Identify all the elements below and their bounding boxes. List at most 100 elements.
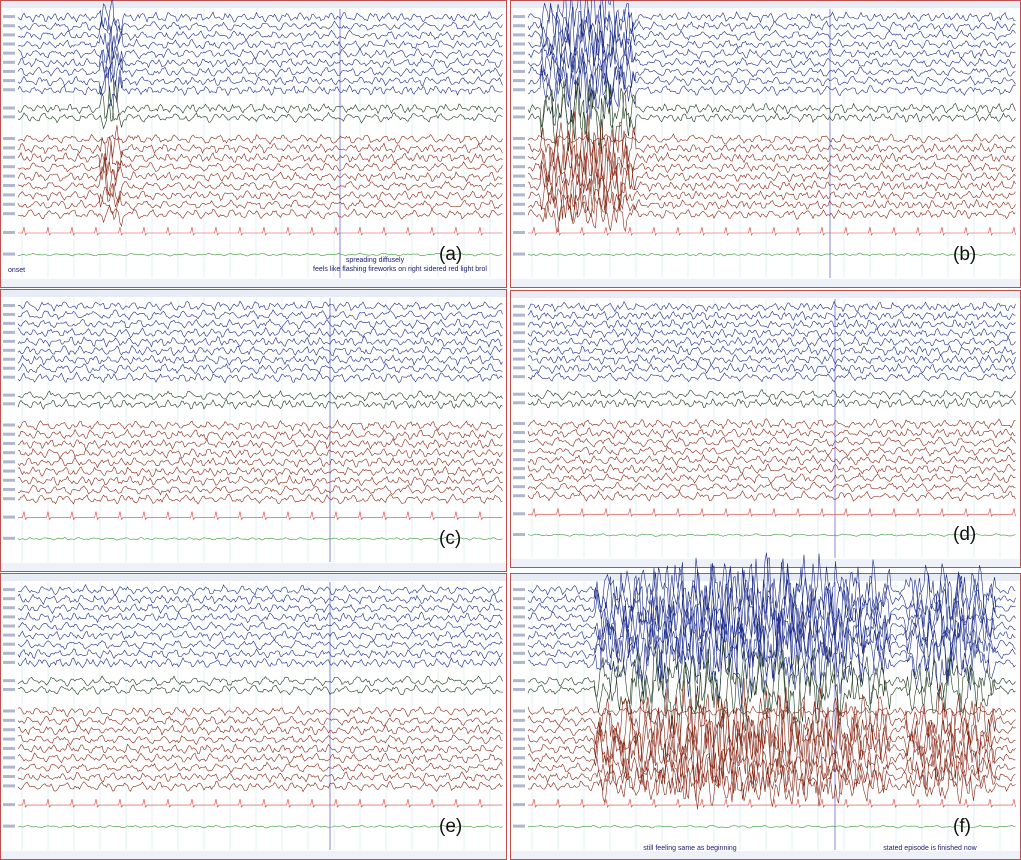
channel-label bbox=[513, 784, 525, 788]
channel-label bbox=[513, 660, 525, 664]
eeg-trace bbox=[527, 77, 1016, 155]
channel-label bbox=[3, 69, 15, 73]
eeg-trace bbox=[17, 466, 503, 478]
channel-label bbox=[513, 422, 525, 425]
channel-label bbox=[513, 33, 525, 37]
eeg-trace bbox=[17, 193, 503, 221]
eeg-trace bbox=[17, 309, 503, 321]
channel-label bbox=[513, 633, 525, 637]
channel-label bbox=[513, 42, 525, 46]
channel-label bbox=[3, 202, 15, 206]
eeg-trace bbox=[17, 344, 503, 357]
channel-label bbox=[3, 824, 15, 828]
channel-label bbox=[3, 393, 15, 397]
panel-frame bbox=[510, 290, 1021, 568]
channel-label bbox=[513, 51, 525, 55]
channel-label bbox=[513, 24, 525, 28]
channel-label bbox=[3, 737, 15, 741]
channel-label bbox=[3, 718, 15, 722]
channel-label bbox=[3, 339, 15, 343]
channel-label bbox=[3, 303, 15, 307]
eeg-trace bbox=[17, 630, 503, 642]
eeg-trace bbox=[527, 579, 1016, 658]
eeg-trace bbox=[527, 300, 1016, 313]
channel-label bbox=[3, 42, 15, 46]
channel-label bbox=[3, 165, 15, 169]
channel-label bbox=[513, 606, 525, 610]
channel-label bbox=[513, 624, 525, 628]
eeg-trace bbox=[17, 584, 503, 596]
eeg-trace bbox=[17, 152, 503, 187]
eeg-trace bbox=[527, 0, 1016, 57]
toolbar bbox=[1, 1, 506, 8]
channel-label bbox=[513, 756, 525, 760]
eeg-trace bbox=[17, 300, 503, 312]
toolbar bbox=[1, 574, 506, 581]
eeg-trace bbox=[17, 353, 503, 366]
toolbar bbox=[511, 291, 1020, 298]
channel-label bbox=[3, 79, 15, 83]
eeg-trace bbox=[17, 80, 503, 122]
channel-label bbox=[513, 440, 525, 444]
channel-label bbox=[3, 312, 15, 316]
ecg-trace bbox=[18, 511, 503, 521]
channel-label bbox=[513, 476, 525, 480]
channel-label bbox=[3, 487, 15, 491]
panel-frame bbox=[0, 0, 507, 288]
eeg-trace bbox=[17, 438, 503, 450]
channel-label bbox=[513, 494, 525, 498]
channel-label bbox=[513, 193, 525, 197]
channel-label bbox=[3, 746, 15, 750]
eeg-trace bbox=[527, 318, 1016, 331]
channel-label bbox=[513, 512, 525, 516]
panel-label: (b) bbox=[953, 244, 976, 265]
channel-label bbox=[513, 115, 525, 119]
eeg-trace bbox=[17, 183, 503, 208]
eeg-trace bbox=[527, 690, 1016, 775]
channel-label bbox=[3, 784, 15, 788]
eeg-trace bbox=[527, 132, 1016, 190]
annotation: stated episode is finished now bbox=[883, 845, 977, 852]
eeg-trace bbox=[527, 354, 1016, 366]
channel-label bbox=[3, 651, 15, 655]
channel-label bbox=[513, 15, 525, 19]
eeg-trace bbox=[17, 398, 503, 410]
eeg-trace bbox=[527, 327, 1016, 339]
eeg-trace bbox=[17, 65, 503, 107]
eeg-trace bbox=[527, 824, 1016, 829]
eeg-trace bbox=[527, 436, 1016, 448]
eeg-trace bbox=[17, 61, 503, 100]
channel-label bbox=[513, 651, 525, 655]
eeg-trace bbox=[527, 650, 1016, 732]
eeg-trace bbox=[17, 85, 503, 130]
eeg-trace bbox=[527, 463, 1016, 475]
channel-label bbox=[513, 449, 525, 453]
channel-label bbox=[513, 642, 525, 646]
channel-label bbox=[513, 60, 525, 64]
eeg-trace bbox=[527, 397, 1016, 409]
eeg-trace bbox=[17, 204, 503, 227]
channel-label bbox=[3, 597, 15, 601]
channel-label bbox=[3, 24, 15, 28]
channel-label bbox=[513, 155, 525, 159]
channel-label bbox=[513, 252, 525, 256]
eeg-trace bbox=[527, 557, 1016, 642]
eeg-trace bbox=[527, 604, 1016, 684]
panel-frame bbox=[0, 573, 507, 860]
eeg-trace bbox=[17, 371, 503, 384]
eeg-trace bbox=[527, 6, 1016, 73]
channel-label bbox=[513, 824, 525, 828]
toolbar bbox=[511, 574, 1020, 581]
channel-label bbox=[3, 51, 15, 55]
channel-label bbox=[3, 515, 15, 519]
channel-label bbox=[513, 331, 525, 335]
channel-label bbox=[513, 709, 525, 713]
eeg-trace bbox=[17, 743, 503, 755]
annotation: still feeling same as beginning bbox=[643, 845, 736, 852]
eeg-trace bbox=[17, 824, 503, 829]
channel-label bbox=[3, 765, 15, 769]
channel-label bbox=[3, 775, 15, 779]
eeg-trace bbox=[17, 474, 503, 487]
channel-label bbox=[3, 115, 15, 119]
